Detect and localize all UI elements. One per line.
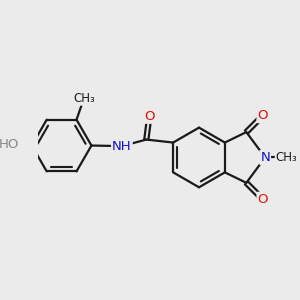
Text: CH₃: CH₃ [276,151,298,164]
Text: O: O [144,110,154,123]
Text: N: N [260,151,270,164]
Text: O: O [257,109,268,122]
Text: CH₃: CH₃ [73,92,95,105]
Text: HO: HO [0,137,19,151]
Text: O: O [257,193,268,206]
Text: NH: NH [112,140,132,153]
